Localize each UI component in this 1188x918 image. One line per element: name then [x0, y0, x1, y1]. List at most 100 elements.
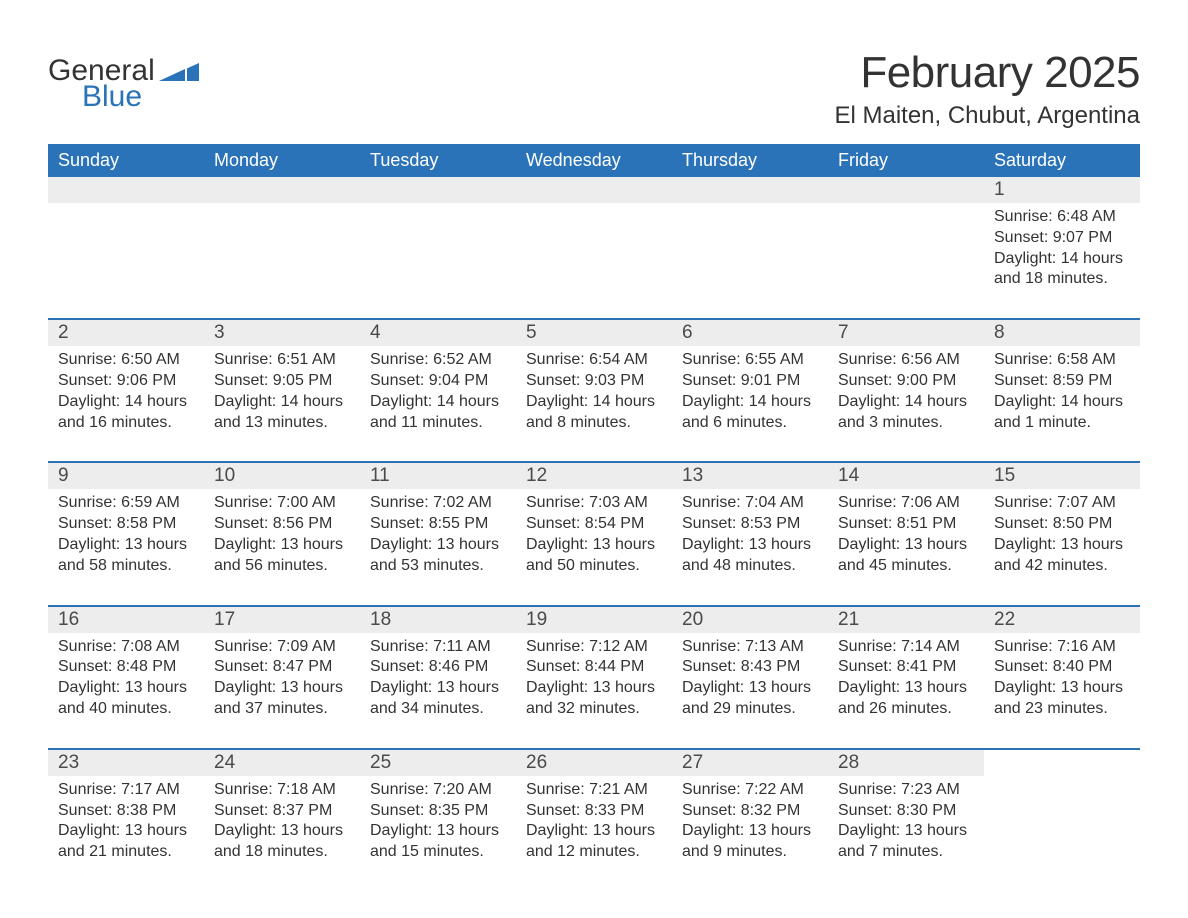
- day-cell: 17Sunrise: 7:09 AMSunset: 8:47 PMDayligh…: [204, 607, 360, 728]
- day-day2: and 53 minutes.: [370, 556, 506, 577]
- day-sunrise: Sunrise: 7:14 AM: [838, 637, 974, 658]
- day-day1: Daylight: 13 hours: [838, 535, 974, 556]
- day-number-bar: 19: [516, 607, 672, 633]
- header: General Blue February 2025 El Maiten, Ch…: [48, 48, 1140, 130]
- empty-day-bar: [516, 177, 672, 203]
- day-sunset: Sunset: 8:50 PM: [994, 514, 1130, 535]
- flag-icon: [159, 59, 199, 86]
- day-day2: and 11 minutes.: [370, 413, 506, 434]
- day-sunrise: Sunrise: 7:18 AM: [214, 780, 350, 801]
- day-cell: 28Sunrise: 7:23 AMSunset: 8:30 PMDayligh…: [828, 750, 984, 871]
- day-cell: 7Sunrise: 6:56 AMSunset: 9:00 PMDaylight…: [828, 320, 984, 441]
- day-day2: and 56 minutes.: [214, 556, 350, 577]
- weekday-sunday: Sunday: [48, 144, 204, 177]
- day-day1: Daylight: 13 hours: [58, 535, 194, 556]
- day-number-bar: 26: [516, 750, 672, 776]
- weekday-wednesday: Wednesday: [516, 144, 672, 177]
- day-number-bar: 1: [984, 177, 1140, 203]
- day-sunrise: Sunrise: 7:21 AM: [526, 780, 662, 801]
- calendar: SundayMondayTuesdayWednesdayThursdayFrid…: [48, 144, 1140, 871]
- day-day1: Daylight: 14 hours: [58, 392, 194, 413]
- day-cell: 14Sunrise: 7:06 AMSunset: 8:51 PMDayligh…: [828, 463, 984, 584]
- day-day2: and 18 minutes.: [214, 842, 350, 863]
- day-day2: and 3 minutes.: [838, 413, 974, 434]
- day-day2: and 21 minutes.: [58, 842, 194, 863]
- day-sunset: Sunset: 8:59 PM: [994, 371, 1130, 392]
- day-number-bar: 20: [672, 607, 828, 633]
- day-cell: 6Sunrise: 6:55 AMSunset: 9:01 PMDaylight…: [672, 320, 828, 441]
- day-sunset: Sunset: 8:33 PM: [526, 801, 662, 822]
- weekday-tuesday: Tuesday: [360, 144, 516, 177]
- day-day1: Daylight: 13 hours: [370, 678, 506, 699]
- day-number: 18: [370, 609, 506, 631]
- day-sunset: Sunset: 8:44 PM: [526, 657, 662, 678]
- day-sunset: Sunset: 8:48 PM: [58, 657, 194, 678]
- day-day2: and 37 minutes.: [214, 699, 350, 720]
- day-number-bar: 2: [48, 320, 204, 346]
- empty-cell: [984, 750, 1140, 871]
- week-row: 1Sunrise: 6:48 AMSunset: 9:07 PMDaylight…: [48, 177, 1140, 298]
- day-day1: Daylight: 13 hours: [838, 678, 974, 699]
- day-cell: 8Sunrise: 6:58 AMSunset: 8:59 PMDaylight…: [984, 320, 1140, 441]
- day-cell: 11Sunrise: 7:02 AMSunset: 8:55 PMDayligh…: [360, 463, 516, 584]
- empty-day-bar: [360, 177, 516, 203]
- day-cell: 5Sunrise: 6:54 AMSunset: 9:03 PMDaylight…: [516, 320, 672, 441]
- day-sunset: Sunset: 8:30 PM: [838, 801, 974, 822]
- day-day1: Daylight: 13 hours: [994, 678, 1130, 699]
- logo-text-blue: Blue: [82, 82, 199, 112]
- weekday-thursday: Thursday: [672, 144, 828, 177]
- day-number: 28: [838, 752, 974, 774]
- day-day1: Daylight: 13 hours: [214, 821, 350, 842]
- day-number-bar: 15: [984, 463, 1140, 489]
- week-row: 23Sunrise: 7:17 AMSunset: 8:38 PMDayligh…: [48, 748, 1140, 871]
- day-sunset: Sunset: 9:00 PM: [838, 371, 974, 392]
- day-sunrise: Sunrise: 6:56 AM: [838, 350, 974, 371]
- day-number-bar: 24: [204, 750, 360, 776]
- empty-day-bar: [204, 177, 360, 203]
- day-day2: and 26 minutes.: [838, 699, 974, 720]
- day-sunrise: Sunrise: 7:08 AM: [58, 637, 194, 658]
- day-sunrise: Sunrise: 7:06 AM: [838, 493, 974, 514]
- day-day1: Daylight: 14 hours: [214, 392, 350, 413]
- day-day1: Daylight: 14 hours: [994, 249, 1130, 270]
- day-day1: Daylight: 14 hours: [526, 392, 662, 413]
- day-number-bar: 12: [516, 463, 672, 489]
- empty-cell: [204, 177, 360, 298]
- day-number: 12: [526, 465, 662, 487]
- day-sunset: Sunset: 8:35 PM: [370, 801, 506, 822]
- day-number-bar: 18: [360, 607, 516, 633]
- empty-day-bar: [48, 177, 204, 203]
- day-sunset: Sunset: 8:46 PM: [370, 657, 506, 678]
- weekday-monday: Monday: [204, 144, 360, 177]
- day-number: 1: [994, 179, 1130, 201]
- day-sunrise: Sunrise: 6:59 AM: [58, 493, 194, 514]
- day-number: 24: [214, 752, 350, 774]
- day-day2: and 16 minutes.: [58, 413, 194, 434]
- day-number-bar: 16: [48, 607, 204, 633]
- day-sunrise: Sunrise: 6:54 AM: [526, 350, 662, 371]
- day-cell: 2Sunrise: 6:50 AMSunset: 9:06 PMDaylight…: [48, 320, 204, 441]
- day-sunrise: Sunrise: 7:13 AM: [682, 637, 818, 658]
- day-sunset: Sunset: 8:51 PM: [838, 514, 974, 535]
- day-cell: 15Sunrise: 7:07 AMSunset: 8:50 PMDayligh…: [984, 463, 1140, 584]
- day-number-bar: 7: [828, 320, 984, 346]
- day-day1: Daylight: 13 hours: [526, 535, 662, 556]
- day-day1: Daylight: 13 hours: [214, 535, 350, 556]
- day-sunset: Sunset: 9:06 PM: [58, 371, 194, 392]
- day-cell: 4Sunrise: 6:52 AMSunset: 9:04 PMDaylight…: [360, 320, 516, 441]
- day-number: 17: [214, 609, 350, 631]
- day-sunrise: Sunrise: 7:00 AM: [214, 493, 350, 514]
- day-number: 11: [370, 465, 506, 487]
- day-day2: and 34 minutes.: [370, 699, 506, 720]
- day-sunset: Sunset: 8:56 PM: [214, 514, 350, 535]
- day-sunset: Sunset: 8:54 PM: [526, 514, 662, 535]
- day-sunrise: Sunrise: 7:23 AM: [838, 780, 974, 801]
- day-cell: 19Sunrise: 7:12 AMSunset: 8:44 PMDayligh…: [516, 607, 672, 728]
- empty-day-bar: [828, 177, 984, 203]
- day-cell: 25Sunrise: 7:20 AMSunset: 8:35 PMDayligh…: [360, 750, 516, 871]
- day-day1: Daylight: 14 hours: [994, 392, 1130, 413]
- day-number: 4: [370, 322, 506, 344]
- day-sunset: Sunset: 9:04 PM: [370, 371, 506, 392]
- day-sunrise: Sunrise: 7:07 AM: [994, 493, 1130, 514]
- day-day2: and 58 minutes.: [58, 556, 194, 577]
